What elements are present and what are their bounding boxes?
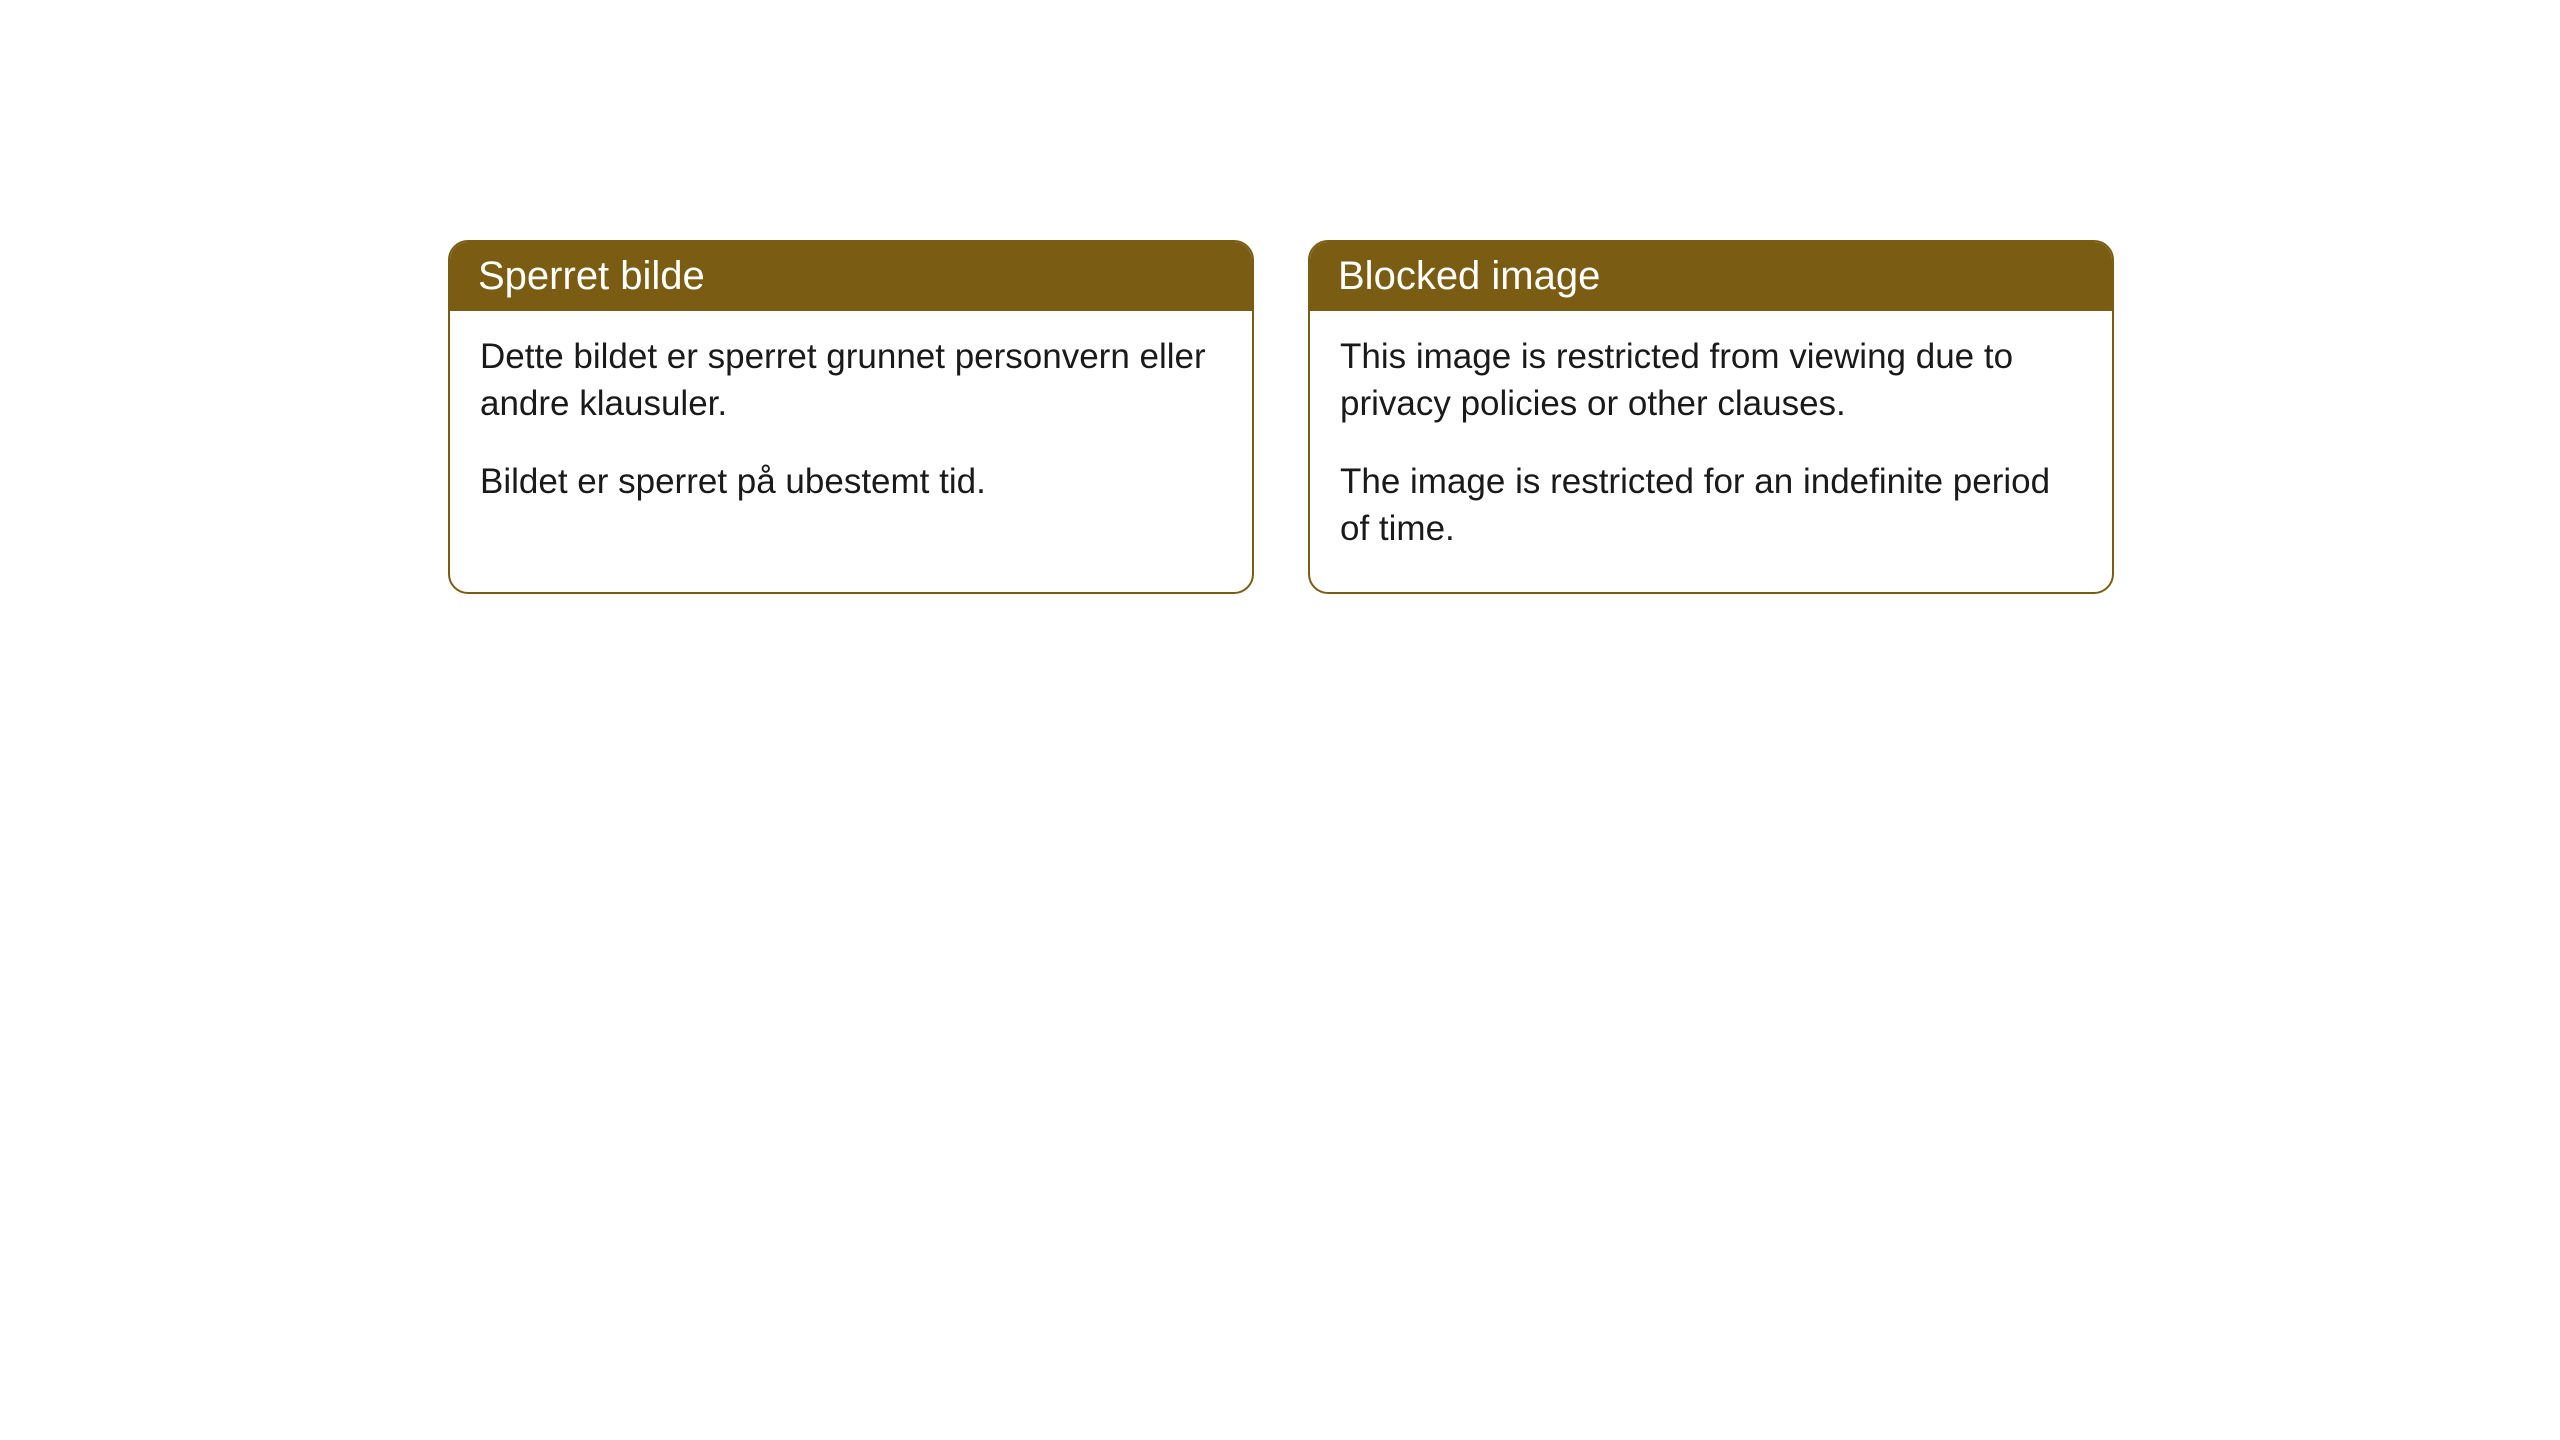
card-title: Blocked image [1338, 254, 1600, 298]
card-body-english: This image is restricted from viewing du… [1310, 311, 2112, 592]
card-paragraph-1: This image is restricted from viewing du… [1340, 333, 2082, 428]
card-paragraph-1: Dette bildet er sperret grunnet personve… [480, 333, 1222, 428]
card-header-english: Blocked image [1310, 242, 2112, 311]
card-norwegian: Sperret bilde Dette bildet er sperret gr… [448, 240, 1254, 594]
card-paragraph-2: The image is restricted for an indefinit… [1340, 458, 2082, 553]
card-header-norwegian: Sperret bilde [450, 242, 1252, 311]
card-title: Sperret bilde [478, 254, 705, 298]
card-english: Blocked image This image is restricted f… [1308, 240, 2114, 594]
card-paragraph-2: Bildet er sperret på ubestemt tid. [480, 458, 1222, 505]
cards-container: Sperret bilde Dette bildet er sperret gr… [448, 240, 2114, 594]
card-body-norwegian: Dette bildet er sperret grunnet personve… [450, 311, 1252, 545]
